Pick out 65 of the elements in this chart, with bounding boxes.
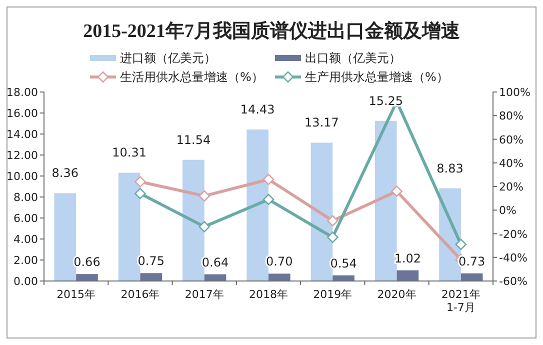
bar bbox=[76, 274, 98, 281]
point bbox=[198, 190, 210, 202]
x-tick-label: 2017年 bbox=[184, 288, 224, 301]
data-label: 0.75 bbox=[138, 254, 164, 268]
y2-tick-label: 100% bbox=[499, 86, 530, 99]
legend-label: 出口额（亿美元） bbox=[305, 51, 401, 65]
point bbox=[326, 215, 338, 226]
y2-tick-label: 0% bbox=[499, 204, 516, 218]
point bbox=[262, 194, 274, 206]
point bbox=[198, 221, 210, 232]
legend-label: 生活用供水总量增速（%） bbox=[120, 70, 264, 84]
bar bbox=[140, 273, 162, 281]
y-tick-label: 16.00 bbox=[6, 107, 38, 120]
bar bbox=[460, 273, 483, 281]
x-tick-label: 2019年 bbox=[313, 288, 352, 301]
y-tick-label: 10.00 bbox=[6, 170, 38, 183]
legend-label: 生产用供水总量增速（%） bbox=[305, 70, 448, 84]
point bbox=[391, 186, 402, 197]
data-label: 0.64 bbox=[202, 255, 229, 270]
data-label: 0.66 bbox=[74, 255, 100, 270]
legend-label: 进口额（亿美元） bbox=[120, 51, 216, 65]
y-tick-label: 12.00 bbox=[6, 149, 38, 162]
x-tick-label: 2018年 bbox=[249, 288, 288, 301]
point bbox=[134, 188, 146, 200]
bar bbox=[374, 120, 397, 281]
x-tick-label: 2015年 bbox=[56, 288, 96, 301]
y2-tick-label: 80% bbox=[499, 110, 524, 123]
chart-title: 2015-2021年7月我国质谱仪进出口金额及增速 bbox=[83, 20, 460, 42]
data-label: 14.43 bbox=[240, 102, 275, 116]
y-tick-label: 2.00 bbox=[14, 254, 38, 267]
x-tick-label: 2016年 bbox=[120, 288, 160, 301]
y-tick-label: 18.00 bbox=[6, 86, 38, 99]
data-label: 8.83 bbox=[436, 161, 464, 176]
y-tick-label: 14.00 bbox=[6, 128, 38, 141]
x-tick-label: 2020年 bbox=[377, 288, 416, 301]
y2-tick-label: 40% bbox=[499, 156, 524, 170]
bar bbox=[310, 142, 333, 281]
data-label: 10.31 bbox=[112, 146, 146, 160]
bar bbox=[118, 172, 140, 281]
y-tick-label: 4.00 bbox=[14, 233, 38, 246]
data-label: 8.36 bbox=[52, 166, 79, 180]
data-label: 11.54 bbox=[176, 132, 211, 147]
bar bbox=[268, 274, 290, 281]
point bbox=[134, 176, 146, 188]
y2-tick-label: 60% bbox=[499, 133, 524, 146]
bar bbox=[54, 193, 76, 281]
data-label: 13.17 bbox=[304, 116, 339, 130]
data-label: 0.54 bbox=[330, 256, 357, 270]
bar bbox=[396, 270, 419, 281]
point bbox=[262, 174, 274, 186]
data-label: 1.02 bbox=[394, 251, 422, 266]
y2-tick-label: -60% bbox=[499, 275, 528, 288]
point bbox=[455, 238, 467, 250]
y2-tick-label: -40% bbox=[499, 251, 528, 264]
y-tick-label: 0.00 bbox=[14, 275, 38, 288]
x-tick-label: 2021年 1-7月 bbox=[441, 288, 480, 314]
bar bbox=[246, 129, 268, 281]
y-tick-label: 8.00 bbox=[14, 191, 38, 204]
point bbox=[326, 232, 338, 243]
bar bbox=[182, 160, 204, 281]
data-label: 0.73 bbox=[458, 254, 486, 268]
data-label: 0.70 bbox=[266, 254, 293, 269]
y2-tick-label: -20% bbox=[499, 228, 528, 241]
y-tick-label: 6.00 bbox=[14, 212, 38, 225]
y2-tick-label: 20% bbox=[499, 180, 524, 194]
